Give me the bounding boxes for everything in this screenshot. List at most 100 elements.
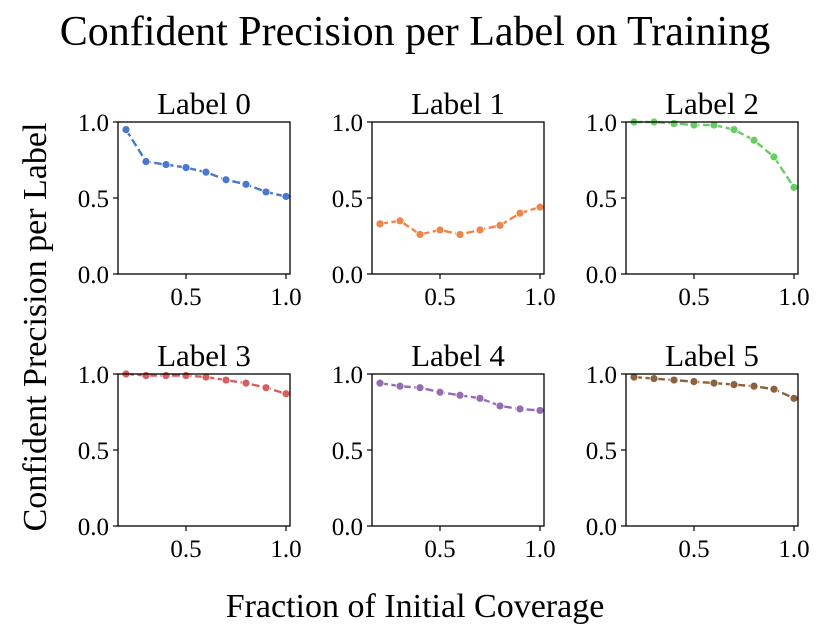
data-point [749,135,759,145]
data-point [455,230,465,239]
data-point [241,378,251,388]
data-point [201,372,211,382]
y-tick-label: 0.0 [78,514,109,541]
subplot-0: Label 0 0.0 0.5 1.0 0.5 1.0 [78,86,302,311]
x-tick-label: 0.5 [424,284,455,311]
subplot-title: Label 0 [157,86,251,121]
y-tick-label: 1.0 [332,110,363,137]
data-point [769,152,779,162]
data-point [395,216,405,226]
series-line [634,120,796,189]
subplot-3: Label 3 0.0 0.5 1.0 0.5 1.0 [78,338,302,563]
chart-title: Confident Precision per Label on Trainin… [59,9,771,55]
x-tick-label: 1.0 [778,536,809,563]
data-point [261,187,271,197]
y-tick-label: 0.5 [332,438,363,465]
subplot-2: Label 2 0.0 0.5 1.0 0.5 1.0 [586,86,810,311]
subplot-title: Label 2 [665,86,759,121]
axes-frame [371,121,545,275]
data-point [789,182,799,192]
data-point [435,225,445,235]
data-point [689,377,699,387]
x-tick-label: 1.0 [270,284,301,311]
axes-frame [117,373,291,527]
x-tick-label: 0.5 [678,536,709,563]
data-point [181,163,191,173]
data-point [241,179,251,189]
x-axis-label: Fraction of Initial Coverage [225,588,605,625]
data-point [749,381,759,391]
data-point [121,125,131,135]
data-point [689,120,699,130]
data-point [515,404,525,414]
x-tick-label: 0.5 [170,284,201,311]
data-point [495,220,505,230]
y-tick-label: 0.0 [586,514,617,541]
data-point [415,230,425,239]
y-tick-label: 0.0 [78,262,109,289]
subplot-4: Label 4 0.0 0.5 1.0 0.5 1.0 [332,338,556,563]
data-point [769,384,779,394]
y-tick-label: 1.0 [586,362,617,389]
y-tick-label: 0.0 [586,262,617,289]
subplot-title: Label 4 [411,338,505,373]
axes-frame [117,121,291,275]
series-line [633,375,795,400]
y-tick-label: 0.5 [332,186,363,213]
data-point [375,219,385,229]
data-point [629,372,639,382]
data-point [281,192,291,201]
data-point [669,119,679,128]
x-tick-label: 1.0 [778,284,809,311]
y-tick-label: 0.5 [78,438,109,465]
subplot-title: Label 5 [665,338,759,373]
data-point [495,401,505,411]
data-point [535,202,545,212]
data-point [475,393,485,403]
x-tick-label: 1.0 [524,536,555,563]
data-point [515,208,525,218]
y-tick-label: 0.0 [332,514,363,541]
data-point [375,378,385,388]
data-point [181,371,191,380]
y-tick-label: 1.0 [332,362,363,389]
y-tick-label: 1.0 [78,362,109,389]
data-point [415,383,425,393]
data-point [709,378,719,388]
data-point [475,225,485,235]
data-point [649,374,659,383]
x-tick-label: 1.0 [524,284,555,311]
series-line [125,372,287,395]
data-point [709,120,719,130]
data-point [535,406,545,415]
y-tick-label: 0.5 [586,438,617,465]
subplot-1: Label 1 0.0 0.5 1.0 0.5 1.0 [332,86,556,311]
axes-frame [371,373,545,527]
x-tick-label: 0.5 [678,284,709,311]
y-tick-label: 0.0 [332,262,363,289]
data-point [729,380,739,390]
data-point [669,375,679,385]
data-point [161,160,171,169]
x-tick-label: 1.0 [270,536,301,563]
subplot-5: Label 5 0.0 0.5 1.0 0.5 1.0 [586,338,810,563]
data-point [435,387,445,397]
data-point [141,371,151,380]
y-tick-label: 1.0 [586,110,617,137]
data-point [221,375,231,385]
data-point [201,167,211,177]
data-point [161,371,171,380]
x-tick-label: 0.5 [424,536,455,563]
data-point [395,381,405,391]
data-point [281,389,291,399]
y-tick-label: 1.0 [78,110,109,137]
data-point [455,390,465,400]
subplot-title: Label 1 [411,86,505,121]
x-tick-label: 0.5 [170,536,201,563]
axes-frame [625,121,799,275]
axes-frame [625,373,799,527]
y-tick-label: 0.5 [586,186,617,213]
subplot-title: Label 3 [157,338,251,373]
